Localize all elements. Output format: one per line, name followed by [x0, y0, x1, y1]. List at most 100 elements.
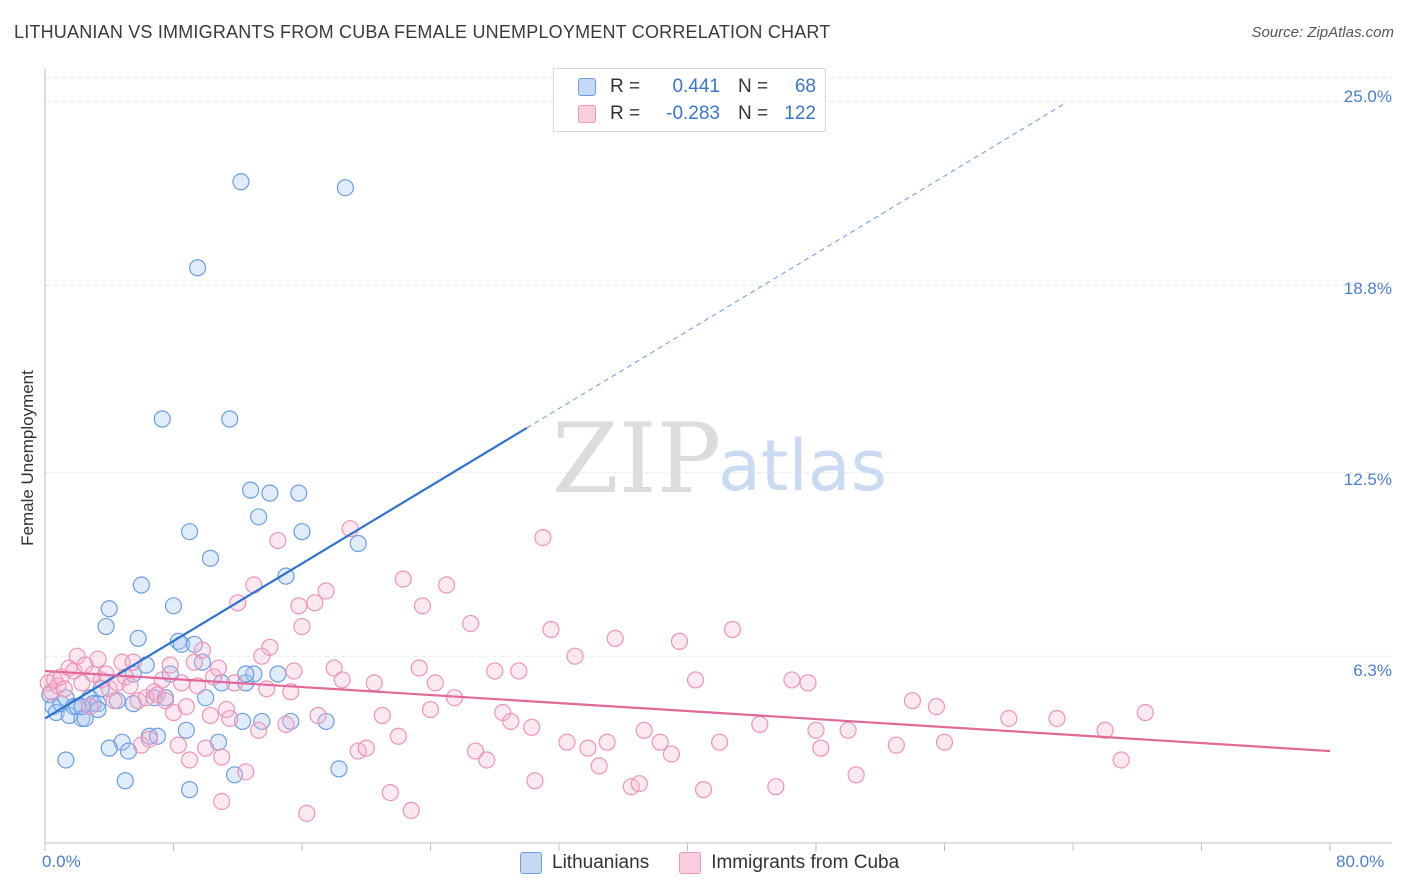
cuba-point [250, 721, 268, 739]
lithuanian-point [233, 712, 252, 731]
cuba-point [598, 733, 616, 751]
lithuanian-trend-extension [526, 102, 1066, 429]
blue-swatch-icon [520, 852, 542, 874]
legend-label: Immigrants from Cuba [711, 852, 900, 873]
cuba-point [751, 715, 769, 733]
cuba-point [1048, 709, 1066, 728]
cuba-point [635, 721, 653, 739]
cuba-point [317, 582, 335, 600]
lithuanian-point [197, 689, 215, 707]
cuba-point [389, 727, 407, 745]
cuba-point [193, 641, 212, 659]
y-tick-label: 6.3% [1353, 661, 1392, 680]
y-tick-label: 12.5% [1343, 470, 1392, 489]
cuba-point [847, 766, 865, 784]
cuba-point [140, 730, 159, 748]
n-label: N = [738, 76, 769, 97]
n-value: 122 [784, 103, 816, 124]
cuba-point [357, 739, 375, 757]
cuba-point [161, 656, 179, 674]
lithuanian-point [269, 665, 287, 683]
lithuanian-point [277, 567, 295, 585]
cuba-point [927, 698, 946, 716]
cuba-point [402, 801, 420, 819]
cuba-point [213, 792, 231, 811]
y-tick-label: 18.8% [1343, 279, 1392, 298]
lithuanian-point [253, 712, 271, 731]
cuba-point [421, 700, 440, 719]
cuba-point [105, 692, 123, 710]
cuba-point [282, 683, 300, 701]
cuba-point [373, 706, 391, 725]
pink-swatch-icon [679, 852, 702, 874]
cuba-point [437, 576, 456, 594]
cuba-point [89, 650, 107, 668]
cuba-point [261, 638, 279, 656]
lithuanian-point [180, 523, 199, 541]
legend-row-lithuanians: R = 0.441 N = 68 [578, 75, 816, 99]
cuba-point [711, 733, 729, 751]
cuba-point [1112, 751, 1130, 769]
cuba-point [590, 757, 608, 775]
cuba-point [172, 674, 191, 692]
lithuanian-point [100, 600, 118, 618]
cuba-point [197, 739, 215, 757]
lithuanian-point [57, 751, 75, 769]
r-label: R = [610, 103, 641, 124]
r-value: 0.441 [672, 76, 720, 97]
lithuanian-point [100, 739, 118, 757]
x-tick-label: 0.0% [42, 852, 81, 871]
cuba-point [606, 629, 624, 648]
legend-row-cuba: R = -0.283 N = 122 [578, 102, 816, 126]
cuba-point [523, 718, 541, 736]
cuba-point [153, 671, 171, 689]
cuba-point [686, 671, 705, 689]
lithuanian-point [129, 629, 147, 648]
cuba-point [510, 662, 528, 680]
blue-swatch-icon [578, 78, 596, 96]
lithuanian-point [237, 665, 255, 683]
cuba-point [81, 698, 99, 716]
cuba-point [1096, 721, 1114, 739]
cuba-point [213, 748, 231, 766]
y-tick-label: 25.0% [1343, 87, 1392, 106]
cuba-point [156, 692, 175, 710]
cuba-point [670, 632, 689, 650]
lithuanian-point [177, 721, 195, 739]
cuba-point [651, 733, 669, 751]
cuba-point [277, 715, 295, 733]
lithuanian-point [232, 173, 250, 191]
cuba-point [290, 597, 308, 615]
legend-label: Lithuanians [552, 852, 650, 873]
cuba-point [662, 745, 681, 763]
cuba-trend-line [44, 669, 1331, 753]
lithuanian-point [282, 712, 300, 731]
lithuanian-point [201, 549, 220, 567]
cuba-point [365, 674, 383, 692]
correlation-legend: R = 0.441 N = 68 R = -0.283 N = 122 [553, 68, 826, 132]
cuba-point [177, 698, 195, 716]
cuba-point [285, 662, 303, 680]
n-value: 68 [794, 76, 816, 97]
cuba-point [630, 775, 648, 793]
cuba-point [478, 751, 496, 769]
cuba-point [887, 736, 905, 754]
cuba-point [325, 659, 343, 677]
cuba-point [839, 721, 857, 739]
cuba-point [767, 778, 785, 796]
cuba-point [935, 733, 954, 751]
legend-item-cuba[interactable]: Immigrants from Cuba [679, 852, 899, 874]
cuba-point [413, 597, 432, 615]
watermark-atlas: atlas [718, 425, 887, 507]
cuba-point [73, 674, 91, 692]
legend-item-lithuanians[interactable]: Lithuanians [520, 852, 649, 874]
lithuanian-point [225, 766, 244, 784]
cuba-point [124, 653, 142, 671]
cuba-point [783, 671, 801, 689]
cuba-point [542, 620, 560, 639]
cuba-point [55, 680, 73, 698]
cuba-point [502, 712, 520, 731]
lithuanian-point [132, 576, 150, 594]
lithuanian-point [250, 508, 268, 526]
